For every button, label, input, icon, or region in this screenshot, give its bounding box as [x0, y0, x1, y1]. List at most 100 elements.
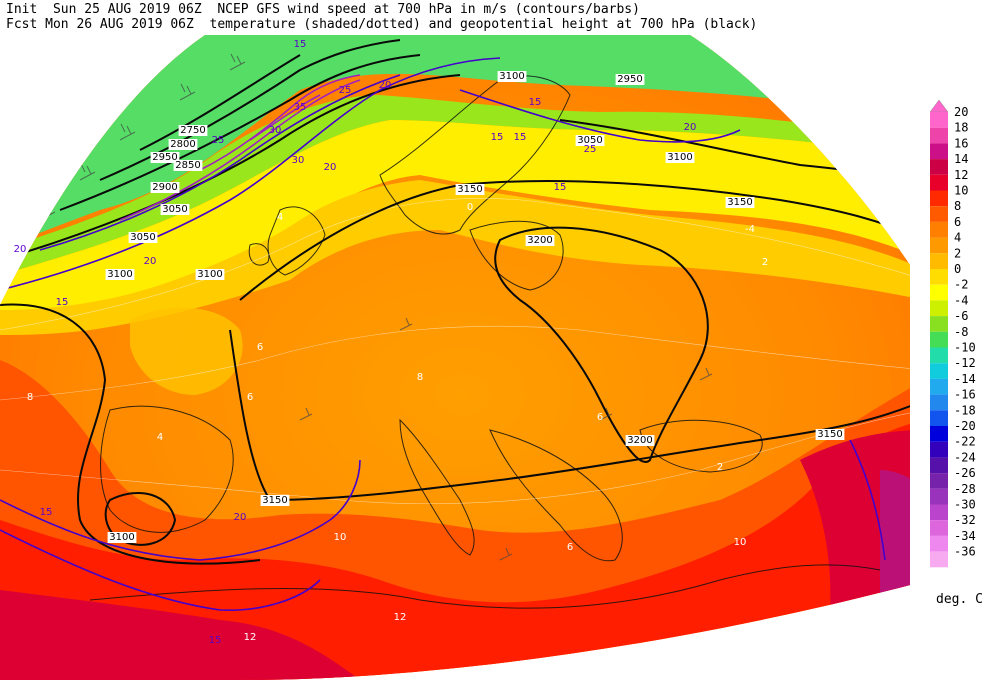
wind-speed-label: 20 [324, 162, 337, 173]
height-contour-3150-main [239, 179, 910, 301]
temperature-label: 4 [277, 212, 283, 223]
colorbar-swatch [930, 159, 948, 175]
colorbar-tick-label: -28 [954, 482, 976, 496]
isotherm-1 [0, 198, 910, 331]
wind-contour-east-edge [849, 439, 886, 561]
height-contour-label-bg [178, 125, 208, 136]
wind-barb [179, 83, 196, 101]
coastline-italy [399, 418, 475, 556]
height-contour-label: 2850 [175, 160, 200, 171]
colorbar-tick-label: -22 [954, 435, 976, 449]
height-contour-3100-west [0, 303, 261, 565]
coastlines [89, 75, 881, 609]
colorbar-swatch [930, 535, 948, 552]
wind-contour-25 [119, 79, 361, 221]
colorbar-swatch [930, 457, 948, 474]
colorbar-tick-label: 18 [954, 121, 968, 135]
wind-speed-label: 25 [339, 85, 352, 96]
height-contour-label-bg [625, 435, 655, 446]
colorbar-tick-label: 8 [954, 199, 961, 213]
temperature-label: 10 [734, 537, 747, 548]
temp-shading-cold-north [0, 35, 910, 250]
height-contour-label: 2950 [152, 152, 177, 163]
wind-speed-label: 30 [269, 125, 282, 136]
colorbar-tick-label: -36 [954, 545, 976, 559]
colorbar-swatch [930, 300, 948, 317]
weather-map: 3150 3150 3200 3200 3150 3100 3100 3150 3100 3050… [0, 35, 910, 680]
colorbar-swatch [930, 331, 948, 348]
wind-barb [699, 367, 713, 381]
height-contour-label: 3100 [109, 532, 134, 543]
temperature-label: 12 [244, 632, 257, 643]
colorbar-swatch [930, 269, 948, 285]
isotherm-3 [0, 409, 910, 505]
height-contour-label: 3150 [262, 495, 287, 506]
wind-barb [119, 123, 136, 141]
height-contour-label: 3150 [727, 197, 752, 208]
header-line-2: Fcst Mon 26 AUG 2019 06Z temperature (sh… [6, 17, 758, 32]
height-contour-label: 2800 [170, 139, 195, 150]
colorbar-swatch [930, 284, 948, 301]
colorbar-top-arrow [929, 100, 949, 113]
height-contour-label-bg [150, 152, 180, 163]
temp-shading-hot-south [0, 420, 910, 680]
colorbar-swatch [930, 112, 948, 128]
wind-speed-label: 15 [514, 132, 527, 143]
colorbar-swatch [930, 410, 948, 426]
colorbar-swatch [930, 190, 948, 207]
colorbar-tick-label: 6 [954, 215, 961, 229]
colorbar-swatch [930, 426, 948, 442]
colorbar-swatch [930, 347, 948, 364]
wind-barbs [39, 53, 713, 561]
wind-speed-label: 25 [212, 135, 225, 146]
wind-speed-label: 15 [56, 297, 69, 308]
height-contour-label: 3050 [130, 232, 155, 243]
height-contour-label: 3100 [197, 269, 222, 280]
colorbar-swatch [930, 253, 948, 269]
colorbar-tick-label: -32 [954, 513, 976, 527]
wind-speed-label: 15 [491, 132, 504, 143]
wind-barb [599, 407, 613, 421]
colorbar-tick-label: -16 [954, 388, 976, 402]
wind-barb [229, 53, 246, 71]
temp-shading-yellow-band [0, 120, 910, 310]
height-contour-label-bg [525, 235, 555, 246]
wind-contour-north-scand [459, 89, 741, 143]
temperature-label: 4 [157, 432, 163, 443]
temperature-label: 6 [247, 392, 253, 403]
wind-contour-35 [249, 94, 321, 141]
temperature-label: 8 [27, 392, 33, 403]
colorbar-tick-label: 16 [954, 136, 968, 150]
colorbar-swatch [930, 206, 948, 222]
colorbar-tick-label: -24 [954, 450, 976, 464]
wind-speed-label: 30 [292, 155, 305, 166]
colorbar-unit-label: deg. C [936, 592, 983, 607]
map-domain [0, 35, 910, 680]
temperature-label: 12 [394, 612, 407, 623]
wind-barb [299, 407, 313, 421]
wind-speed-label: 20 [234, 512, 247, 523]
temp-shading-orange-zero [0, 180, 910, 335]
height-contour-label-bg [615, 74, 645, 85]
temp-shading-green-band [0, 95, 910, 275]
wind-speed-label: 20 [684, 122, 697, 133]
height-contour-label-bg [107, 532, 137, 543]
temperature-dotted-isotherms [0, 198, 910, 505]
temperature-label: 6 [597, 412, 603, 423]
height-contour-north-2 [59, 54, 421, 211]
wind-speed-label: 15 [209, 635, 222, 646]
height-contour-label-bg [575, 135, 605, 146]
colorbar-tick-label: -30 [954, 498, 976, 512]
colorbar-swatch [930, 520, 948, 536]
colorbar-swatch [930, 441, 948, 458]
height-contour-label-bg [128, 232, 158, 243]
coastline-iberia [100, 405, 234, 533]
wind-contour-30 [199, 74, 361, 171]
height-contour-label: 3200 [527, 235, 552, 246]
height-contour-label: 3100 [107, 269, 132, 280]
height-contour-label: 3100 [667, 152, 692, 163]
temperature-colorbar: 20181614121086420-2-4-6-8-10-12-14-16-18… [929, 100, 976, 568]
colorbar-tick-label: 20 [954, 105, 968, 119]
colorbar-tick-label: -10 [954, 341, 976, 355]
map-labels: 3150 3150 3200 3200 3150 3100 3100 3150 3100 3050… [14, 39, 845, 646]
